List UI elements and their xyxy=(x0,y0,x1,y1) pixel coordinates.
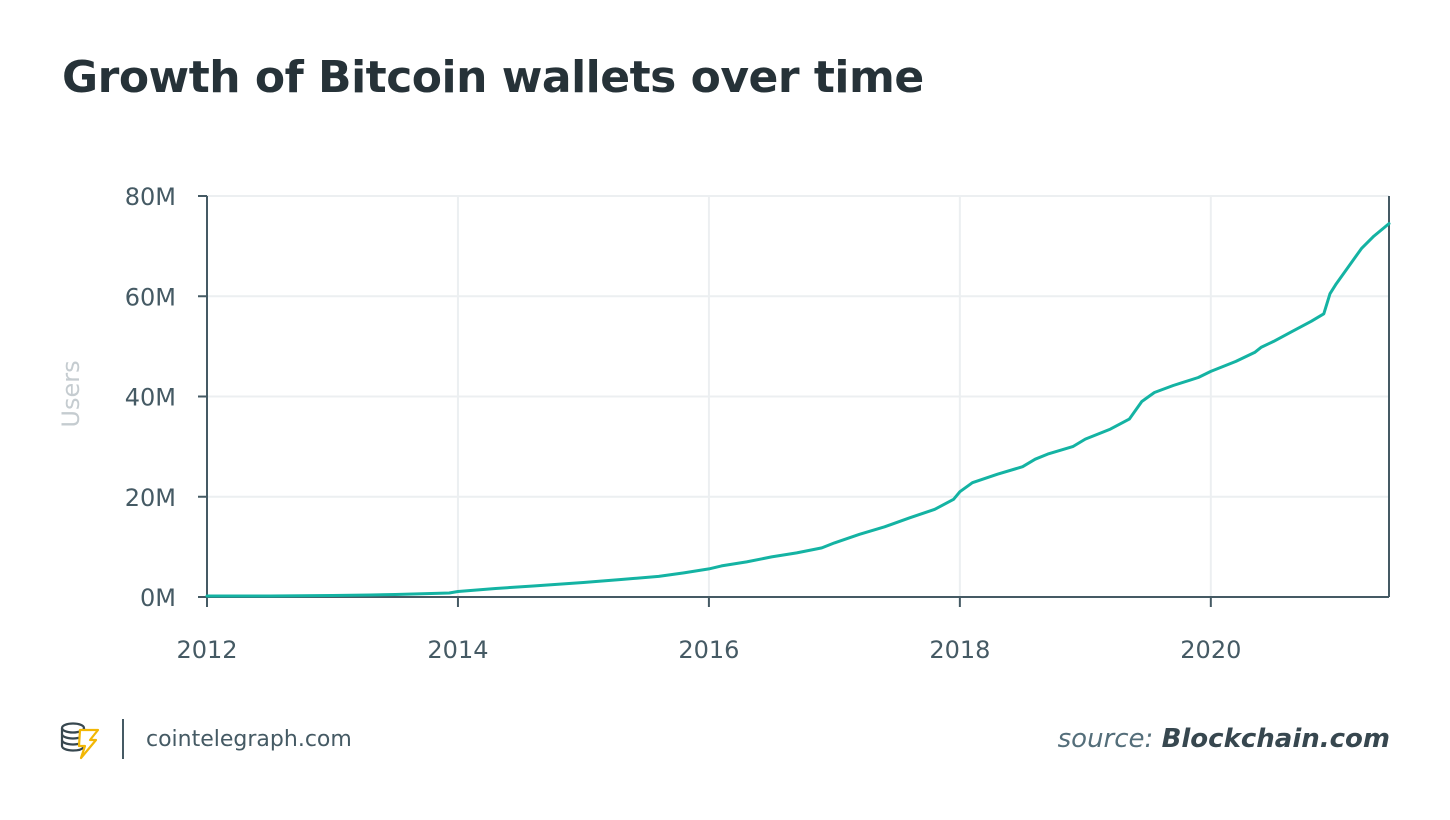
series-layer xyxy=(205,222,1391,598)
series-line-users xyxy=(205,222,1391,598)
x-tick-label: 2012 xyxy=(176,636,237,664)
x-tick-label: 2020 xyxy=(1180,636,1241,664)
cointelegraph-logo-icon xyxy=(60,722,100,760)
chart: 0M 20M 40M 60M 80M 2012 2014 2016 2018 2020 Users xyxy=(57,183,1391,664)
y-tick-label: 80M xyxy=(125,183,176,211)
y-tick-label: 20M xyxy=(125,484,176,512)
source-prefix: source: xyxy=(1057,724,1154,754)
chart-title: Growth of Bitcoin wallets over time xyxy=(62,52,924,103)
grid-lines xyxy=(207,195,1389,597)
footer-site-link[interactable]: cointelegraph.com xyxy=(146,726,352,752)
x-tick-label: 2014 xyxy=(427,636,488,664)
footer-brand: cointelegraph.com xyxy=(58,716,352,762)
footer-divider xyxy=(122,719,124,759)
axes: 0M 20M 40M 60M 80M 2012 2014 2016 2018 2020 xyxy=(125,183,1390,664)
y-tick-label: 0M xyxy=(140,584,176,612)
footer-source: source: Blockchain.com xyxy=(1058,724,1390,754)
y-tick-label: 60M xyxy=(125,283,176,311)
source-name: Blockchain.com xyxy=(1161,724,1390,754)
x-tick-label: 2018 xyxy=(929,636,990,664)
x-tick-label: 2016 xyxy=(678,636,739,664)
y-axis-label: Users xyxy=(57,360,85,427)
y-tick-label: 40M xyxy=(125,384,176,412)
